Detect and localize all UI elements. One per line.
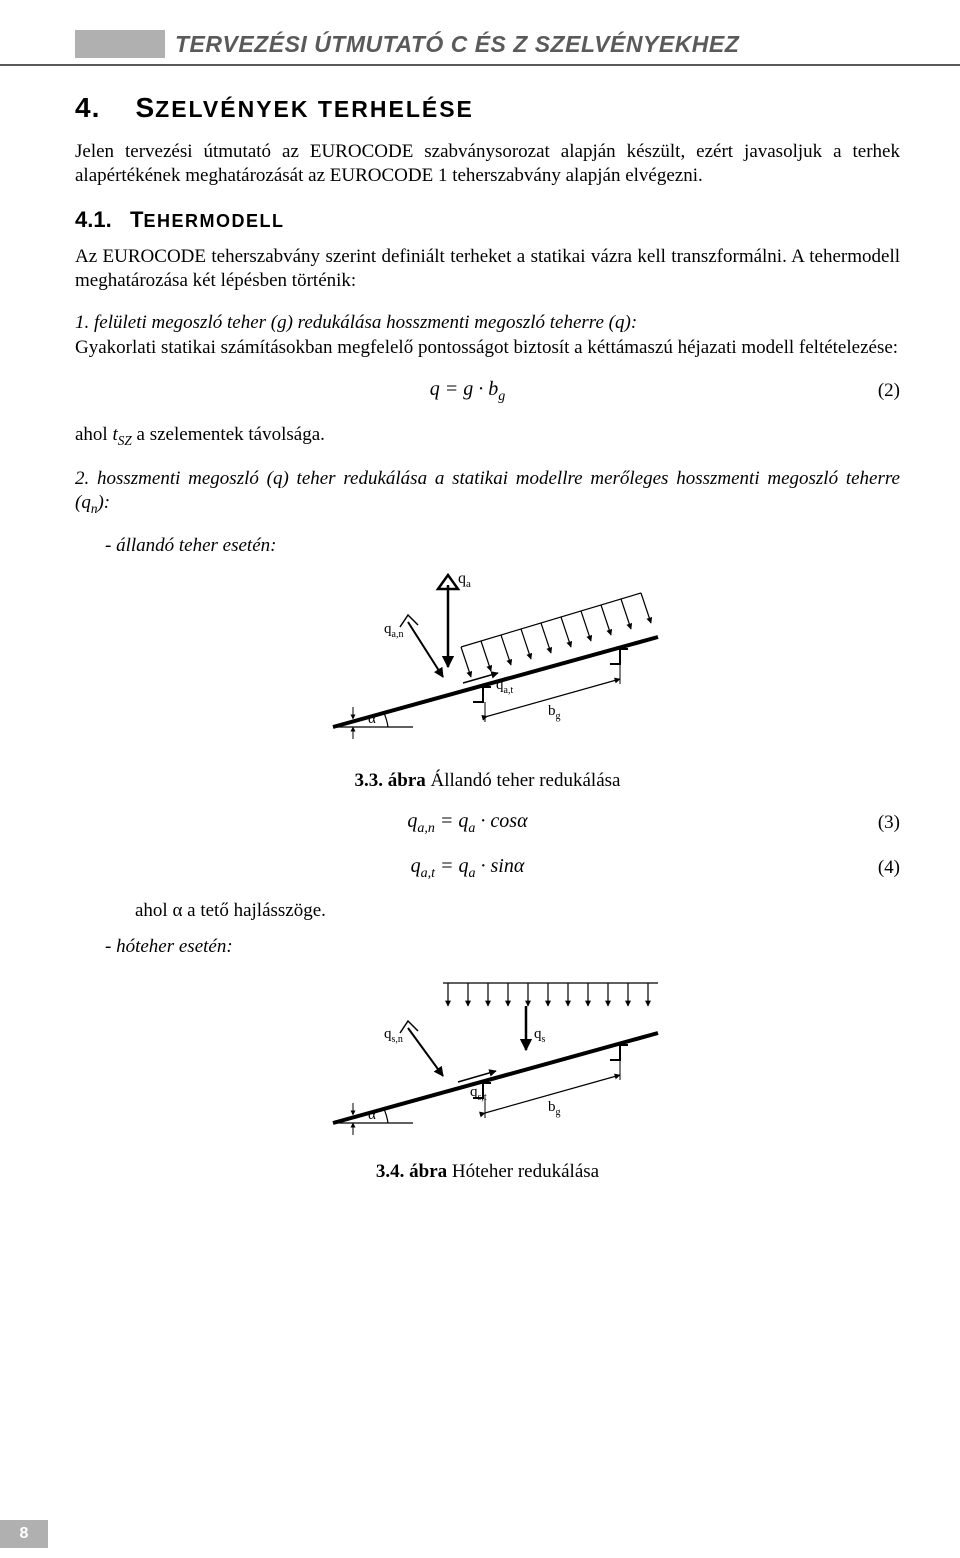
svg-text:qa,n: qa,n (384, 621, 403, 640)
figure-3-3: qa qa,n qa,t α bg (75, 567, 900, 752)
section-title-first: S (135, 92, 155, 123)
step2-title: 2. hosszmenti megoszló (q) teher redukál… (75, 467, 900, 517)
subsection-title-rest: EHERMODELL (144, 211, 285, 231)
ahol-alpha: ahol α a tető hajlásszöge. (135, 900, 900, 922)
svg-text:α: α (368, 1107, 376, 1123)
caption34-text: Hóteher redukálása (447, 1161, 599, 1182)
subsection-title-first: T (130, 207, 143, 232)
figure-3-4: qs qs,n qs,t α bg (75, 968, 900, 1143)
caption-3-4: 3.4. ábra Hóteher redukálása (75, 1161, 900, 1183)
eq3-number: (3) (860, 812, 900, 834)
step1-title: 1. felületi megoszló teher (g) redukálás… (75, 312, 637, 333)
caption34-bold: 3.4. ábra (376, 1161, 447, 1182)
page-header: TERVEZÉSI ÚTMUTATÓ C ÉS Z SZELVÉNYEKHEZ (75, 30, 900, 58)
equation-2: q = g · bg (2) (75, 378, 900, 405)
eq2-number: (2) (860, 380, 900, 402)
svg-text:qs,t: qs,t (470, 1084, 487, 1103)
ahol-tsz: ahol tSZ a szelementek távolsága. (75, 423, 900, 449)
header-title: TERVEZÉSI ÚTMUTATÓ C ÉS Z SZELVÉNYEKHEZ (175, 31, 739, 58)
header-gray-box (75, 30, 165, 58)
eq4-formula: qa,t = qa · sinα (75, 855, 860, 882)
section-title-rest: ZELVÉNYEK TERHELÉSE (155, 96, 474, 122)
equation-3: qa,n = qa · cosα (3) (75, 810, 900, 837)
svg-text:qs: qs (534, 1026, 546, 1045)
eq4-number: (4) (860, 857, 900, 879)
section-number: 4. (75, 92, 100, 123)
subsection-number: 4.1. (75, 207, 112, 232)
svg-text:qs,n: qs,n (384, 1026, 403, 1045)
case-allando: - állandó teher esetén: (105, 535, 900, 557)
case-hoteher: - hóteher esetén: (105, 936, 900, 958)
svg-text:bg: bg (548, 703, 561, 722)
equation-4: qa,t = qa · sinα (4) (75, 855, 900, 882)
caption33-text: Állandó teher redukálása (426, 770, 621, 791)
eq3-formula: qa,n = qa · cosα (75, 810, 860, 837)
svg-text:bg: bg (548, 1099, 561, 1118)
intro-paragraph: Jelen tervezési útmutató az EUROCODE sza… (75, 140, 900, 189)
caption-3-3: 3.3. ábra Állandó teher redukálása (75, 770, 900, 792)
subsection-heading: 4.1. TEHERMODELL (75, 207, 900, 233)
caption33-bold: 3.3. ábra (355, 770, 426, 791)
section-heading: 4. SZELVÉNYEK TERHELÉSE (75, 92, 900, 124)
page-number: 8 (0, 1520, 48, 1548)
step1-body: Gyakorlati statikai számításokban megfel… (75, 337, 898, 358)
subsection-para1: Az EUROCODE teherszabvány szerint defini… (75, 245, 900, 294)
svg-text:α: α (368, 711, 376, 727)
step1: 1. felületi megoszló teher (g) redukálás… (75, 311, 900, 360)
svg-text:qa: qa (458, 570, 471, 590)
eq2-formula: q = g · bg (75, 378, 860, 405)
